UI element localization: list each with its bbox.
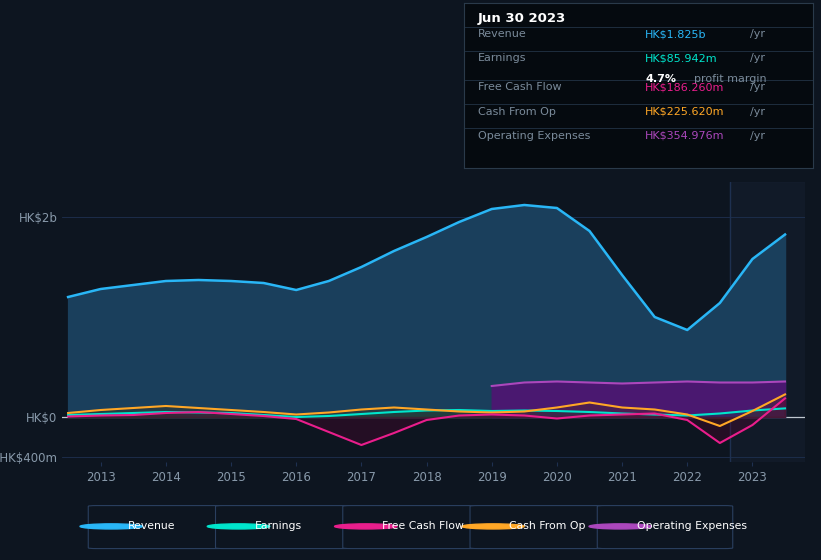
Text: /yr: /yr (750, 29, 765, 39)
Text: Earnings: Earnings (255, 521, 302, 531)
FancyBboxPatch shape (470, 506, 606, 549)
Text: /yr: /yr (750, 82, 765, 92)
Bar (730, 182, 805, 462)
Text: Cash From Op: Cash From Op (478, 107, 556, 117)
Text: profit margin: profit margin (695, 74, 767, 84)
Text: /yr: /yr (750, 131, 765, 141)
FancyBboxPatch shape (215, 506, 351, 549)
Circle shape (461, 524, 525, 529)
Text: HK$186.260m: HK$186.260m (645, 82, 725, 92)
FancyBboxPatch shape (89, 506, 223, 549)
Circle shape (207, 524, 269, 529)
FancyBboxPatch shape (343, 506, 478, 549)
Text: HK$85.942m: HK$85.942m (645, 53, 718, 63)
Text: Operating Expenses: Operating Expenses (478, 131, 590, 141)
FancyBboxPatch shape (598, 506, 733, 549)
Text: /yr: /yr (750, 107, 765, 117)
Text: 4.7%: 4.7% (645, 74, 677, 84)
Text: Cash From Op: Cash From Op (509, 521, 586, 531)
Circle shape (589, 524, 652, 529)
Text: Revenue: Revenue (478, 29, 526, 39)
Text: HK$1.825b: HK$1.825b (645, 29, 707, 39)
Text: Free Cash Flow: Free Cash Flow (382, 521, 464, 531)
Text: Jun 30 2023: Jun 30 2023 (478, 12, 566, 25)
Text: Revenue: Revenue (128, 521, 175, 531)
Text: /yr: /yr (750, 53, 765, 63)
Text: Free Cash Flow: Free Cash Flow (478, 82, 562, 92)
Circle shape (80, 524, 143, 529)
Text: HK$225.620m: HK$225.620m (645, 107, 725, 117)
Text: Operating Expenses: Operating Expenses (637, 521, 746, 531)
Text: HK$354.976m: HK$354.976m (645, 131, 725, 141)
Circle shape (335, 524, 397, 529)
Text: Earnings: Earnings (478, 53, 526, 63)
